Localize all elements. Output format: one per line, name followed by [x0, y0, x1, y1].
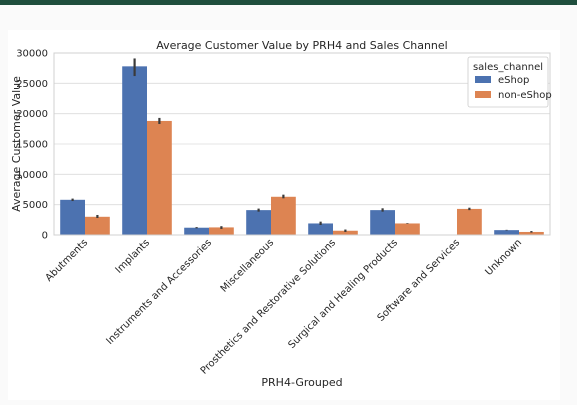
bar-eshop	[60, 199, 85, 235]
y-tick-label: 0	[42, 231, 48, 242]
x-tick-label: Surgical and Healing Products	[286, 237, 400, 351]
bar-non-eshop	[457, 208, 482, 235]
legend-label-non-eshop: non-eShop	[498, 90, 552, 101]
y-tick-label: 30000	[16, 49, 48, 60]
bar-eshop	[370, 210, 395, 235]
bar-eshop	[308, 223, 333, 235]
legend-label-eshop: eShop	[498, 75, 529, 86]
bar-eshop	[494, 230, 519, 235]
x-tick-label: Unknown	[484, 237, 525, 278]
bar-eshop	[184, 227, 209, 235]
x-tick-label: Instruments and Accessories	[105, 237, 215, 347]
x-axis-title: PRH4-Grouped	[261, 376, 342, 389]
legend-title: sales_channel	[473, 62, 543, 73]
y-tick-label: 20000	[16, 109, 48, 120]
y-tick-label: 15000	[16, 140, 48, 151]
plot-area-frame	[53, 52, 551, 236]
top-accent-bar	[0, 0, 577, 5]
x-tick-label: Prosthetics and Restorative Solutions	[199, 237, 338, 376]
bar-non-eshop	[85, 216, 110, 235]
legend: sales_channel eShop non-eShop	[467, 56, 552, 108]
x-tick-label: Abutments	[44, 237, 91, 284]
y-tick-label: 10000	[16, 170, 48, 181]
bar-non-eshop	[209, 227, 234, 235]
chart-figure: Average Customer Value by PRH4 and Sales…	[8, 30, 560, 400]
y-tick-label: 5000	[23, 200, 48, 211]
legend-swatch-eshop	[475, 76, 491, 83]
bar-non-eshop	[395, 223, 420, 235]
x-tick-label: Miscellaneous	[219, 237, 276, 294]
bar-non-eshop	[519, 231, 544, 235]
bars	[60, 66, 544, 235]
error-bars	[71, 58, 533, 233]
bar-non-eshop	[147, 120, 172, 235]
bar-non-eshop	[333, 230, 358, 235]
x-tick-label: Implants	[114, 237, 152, 275]
y-tick-label: 25000	[16, 79, 48, 90]
y-axis-title: Average Customer Value	[10, 76, 23, 212]
bar-eshop	[246, 210, 271, 235]
legend-swatch-non-eshop	[475, 91, 491, 98]
bar-chart: Average Customer Value by PRH4 and Sales…	[10, 39, 552, 389]
y-tick-labels: 0 5000 10000 15000 20000 25000 30000	[16, 49, 48, 242]
chart-title: Average Customer Value by PRH4 and Sales…	[156, 39, 447, 52]
bar-eshop	[122, 66, 147, 235]
bar-non-eshop	[271, 196, 296, 235]
